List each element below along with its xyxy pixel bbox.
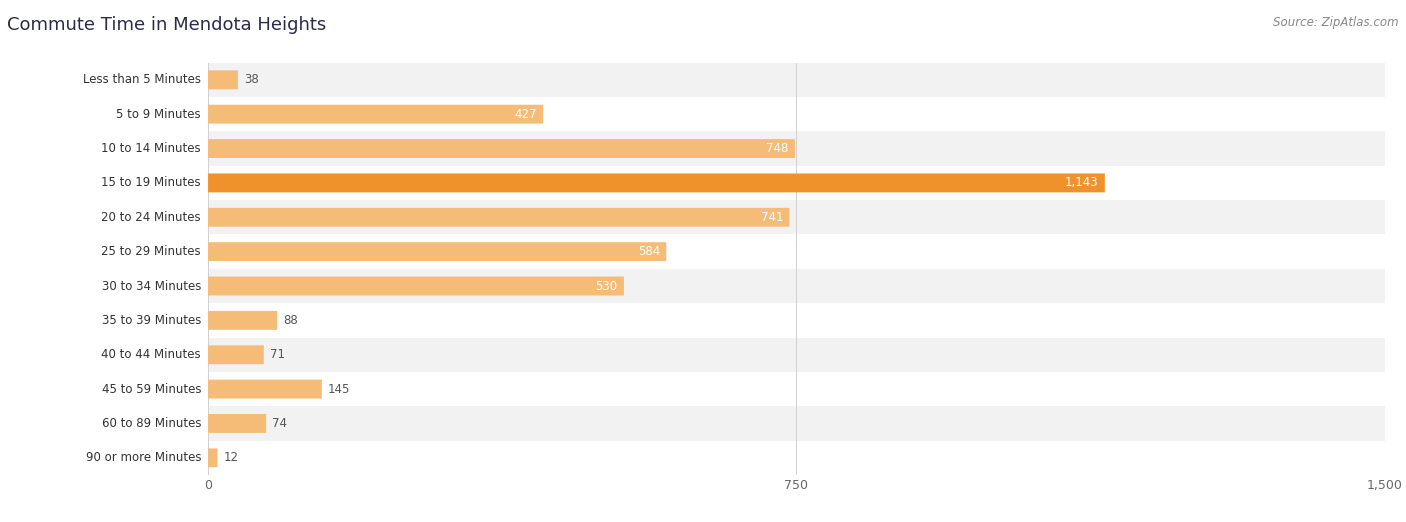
- Text: 530: 530: [596, 279, 617, 292]
- Text: 12: 12: [224, 452, 239, 465]
- FancyBboxPatch shape: [208, 379, 322, 399]
- FancyBboxPatch shape: [208, 448, 218, 467]
- Text: 584: 584: [638, 245, 659, 258]
- Bar: [208, 63, 1385, 97]
- FancyBboxPatch shape: [208, 345, 264, 364]
- Bar: [208, 338, 1385, 372]
- Text: 40 to 44 Minutes: 40 to 44 Minutes: [101, 348, 201, 361]
- Text: 15 to 19 Minutes: 15 to 19 Minutes: [101, 176, 201, 189]
- Text: 45 to 59 Minutes: 45 to 59 Minutes: [101, 383, 201, 396]
- Text: 90 or more Minutes: 90 or more Minutes: [86, 452, 201, 465]
- Text: 71: 71: [270, 348, 285, 361]
- Text: 427: 427: [515, 108, 537, 121]
- Bar: [208, 200, 1385, 234]
- Bar: [208, 269, 1385, 303]
- Text: 60 to 89 Minutes: 60 to 89 Minutes: [101, 417, 201, 430]
- FancyBboxPatch shape: [208, 311, 277, 330]
- Text: 88: 88: [284, 314, 298, 327]
- Bar: [208, 303, 1385, 338]
- Bar: [208, 166, 1385, 200]
- FancyBboxPatch shape: [208, 208, 789, 227]
- Text: 38: 38: [245, 73, 259, 86]
- Text: Commute Time in Mendota Heights: Commute Time in Mendota Heights: [7, 16, 326, 33]
- FancyBboxPatch shape: [208, 414, 266, 433]
- Text: 35 to 39 Minutes: 35 to 39 Minutes: [101, 314, 201, 327]
- Bar: [208, 406, 1385, 441]
- Text: 1,143: 1,143: [1064, 176, 1098, 189]
- Text: 5 to 9 Minutes: 5 to 9 Minutes: [117, 108, 201, 121]
- Text: 20 to 24 Minutes: 20 to 24 Minutes: [101, 211, 201, 224]
- FancyBboxPatch shape: [208, 105, 543, 124]
- Bar: [208, 132, 1385, 166]
- Bar: [208, 234, 1385, 269]
- Text: 25 to 29 Minutes: 25 to 29 Minutes: [101, 245, 201, 258]
- Text: 30 to 34 Minutes: 30 to 34 Minutes: [101, 279, 201, 292]
- FancyBboxPatch shape: [208, 173, 1105, 193]
- FancyBboxPatch shape: [208, 70, 238, 89]
- Text: 748: 748: [766, 142, 789, 155]
- Text: 74: 74: [273, 417, 287, 430]
- Bar: [208, 97, 1385, 132]
- Bar: [208, 441, 1385, 475]
- Text: 10 to 14 Minutes: 10 to 14 Minutes: [101, 142, 201, 155]
- Text: Less than 5 Minutes: Less than 5 Minutes: [83, 73, 201, 86]
- FancyBboxPatch shape: [208, 242, 666, 261]
- Text: Source: ZipAtlas.com: Source: ZipAtlas.com: [1274, 16, 1399, 29]
- FancyBboxPatch shape: [208, 139, 794, 158]
- Text: 741: 741: [761, 211, 783, 224]
- Text: 145: 145: [328, 383, 350, 396]
- Bar: [208, 372, 1385, 406]
- FancyBboxPatch shape: [208, 277, 624, 295]
